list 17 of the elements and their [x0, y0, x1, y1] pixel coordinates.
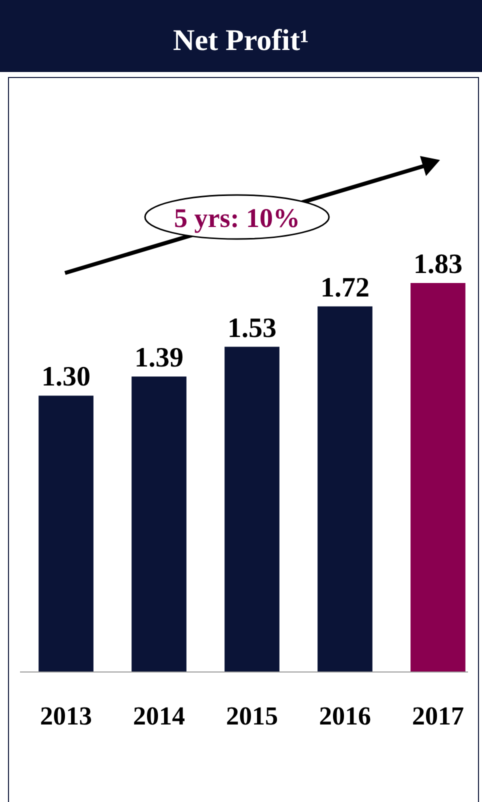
bar: [132, 376, 186, 672]
data-label: 1.83: [413, 249, 462, 280]
data-label: 1.39: [134, 342, 184, 374]
data-label: 1.30: [42, 362, 91, 393]
text: 5 yrs: 10%: [174, 203, 300, 233]
data-label: 1.53: [228, 312, 276, 344]
x-tick-label: 2013: [40, 701, 92, 730]
data-label: 1.72: [320, 272, 370, 304]
bar: [410, 283, 466, 672]
x-tick-label: 2016: [318, 701, 371, 730]
bar: [38, 396, 94, 672]
bar: [224, 346, 280, 672]
bar: [318, 306, 372, 672]
chart-title: Net Profit¹: [173, 24, 309, 57]
x-tick-label: 2017: [412, 701, 464, 730]
x-tick-label: 2014: [133, 701, 186, 730]
x-tick-label: 2015: [226, 701, 278, 730]
